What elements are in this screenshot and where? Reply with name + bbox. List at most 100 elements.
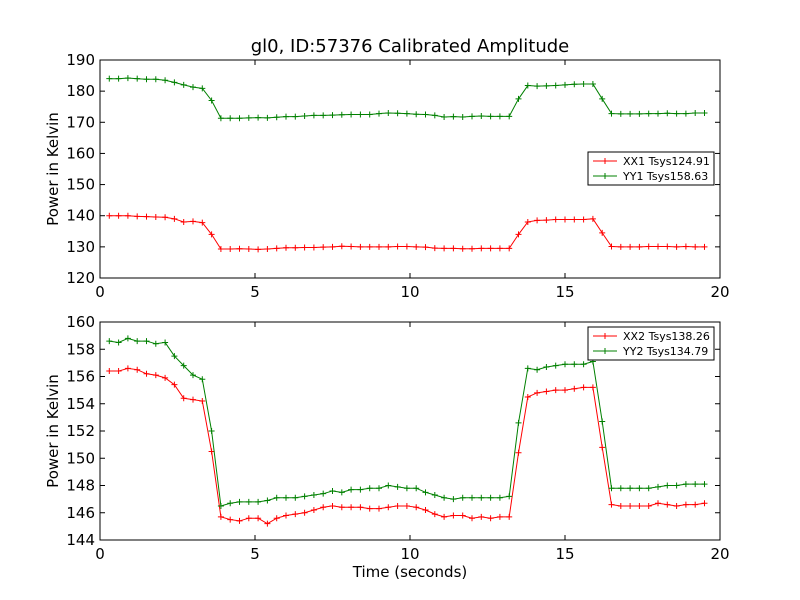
data-point — [199, 85, 206, 92]
data-point — [162, 214, 169, 221]
data-point — [701, 109, 708, 116]
data-point — [180, 218, 187, 225]
data-point — [236, 245, 243, 252]
data-point — [543, 217, 550, 224]
data-point — [301, 244, 308, 251]
data-point — [608, 243, 615, 250]
data-point — [366, 485, 373, 492]
x-tick-label: 15 — [555, 545, 574, 563]
chart-title: gl0, ID:57376 Calibrated Amplitude — [251, 36, 570, 57]
y-tick-label: 160 — [66, 144, 95, 162]
data-point — [478, 245, 485, 252]
data-point — [422, 111, 429, 118]
data-point — [199, 219, 206, 226]
data-point — [608, 501, 615, 508]
data-point — [106, 75, 113, 82]
legend-entry: XX1 Tsys124.91 — [623, 155, 710, 168]
data-point — [413, 243, 420, 250]
data-point — [599, 95, 606, 102]
data-point — [180, 362, 187, 369]
data-point — [143, 338, 150, 345]
data-point — [245, 498, 252, 505]
data-point — [385, 109, 392, 116]
data-point — [580, 361, 587, 368]
data-point — [422, 507, 429, 514]
data-point — [506, 513, 513, 520]
data-point — [124, 365, 131, 372]
data-point — [524, 82, 531, 89]
data-point — [394, 483, 401, 490]
data-point — [301, 509, 308, 516]
data-point — [515, 419, 522, 426]
data-point — [376, 243, 382, 250]
y-tick-label: 154 — [66, 395, 95, 413]
data-point — [441, 113, 448, 120]
data-point — [366, 505, 373, 512]
x-tick-label: 20 — [710, 545, 729, 563]
data-point — [152, 76, 159, 83]
series-1 — [106, 212, 708, 253]
x-tick-label: 5 — [250, 545, 260, 563]
data-point — [245, 246, 252, 253]
data-point — [162, 374, 169, 381]
data-point — [515, 231, 522, 238]
data-point — [664, 243, 671, 250]
data-point — [283, 512, 289, 519]
data-point — [264, 520, 271, 527]
data-point — [655, 243, 661, 250]
data-point — [245, 114, 252, 121]
data-point — [552, 362, 559, 369]
data-point — [217, 502, 224, 509]
data-point — [701, 500, 708, 507]
data-point — [506, 113, 513, 120]
legend-marker — [602, 333, 608, 339]
data-point — [348, 243, 355, 250]
data-point — [403, 243, 410, 250]
data-point — [236, 498, 243, 505]
y-tick-label: 140 — [66, 207, 95, 225]
y-tick-label: 190 — [66, 51, 95, 69]
y-tick-label: 160 — [66, 313, 95, 331]
data-point — [217, 246, 224, 253]
data-point — [580, 80, 587, 87]
data-point — [199, 398, 206, 405]
data-point — [580, 384, 587, 391]
data-point — [617, 243, 624, 250]
data-point — [190, 218, 196, 225]
data-point — [496, 245, 503, 252]
data-point — [469, 494, 475, 501]
data-point — [348, 486, 355, 493]
data-point — [162, 339, 169, 346]
data-point — [422, 489, 429, 496]
y-tick-label: 156 — [66, 368, 95, 386]
data-point — [301, 113, 308, 120]
data-point — [403, 110, 410, 117]
data-point — [310, 112, 317, 119]
data-point — [459, 245, 466, 252]
data-point — [589, 215, 596, 222]
series-2 — [106, 75, 708, 122]
data-point — [682, 481, 689, 488]
x-tick-label: 5 — [250, 283, 260, 301]
y-tick-label: 130 — [66, 238, 95, 256]
data-point — [673, 482, 680, 489]
data-point — [673, 243, 680, 250]
data-point — [180, 395, 187, 402]
data-point — [338, 489, 345, 496]
data-point — [506, 245, 513, 252]
data-point — [329, 502, 336, 509]
data-point — [264, 497, 271, 504]
data-point — [217, 115, 224, 122]
data-point — [431, 112, 438, 119]
y-tick-label: 170 — [66, 113, 95, 131]
data-point — [469, 113, 475, 120]
data-point — [376, 485, 382, 492]
data-point — [134, 213, 141, 220]
data-point — [413, 485, 420, 492]
data-point — [562, 361, 568, 368]
data-point — [469, 245, 475, 252]
data-point — [338, 243, 345, 250]
data-point — [636, 110, 643, 117]
